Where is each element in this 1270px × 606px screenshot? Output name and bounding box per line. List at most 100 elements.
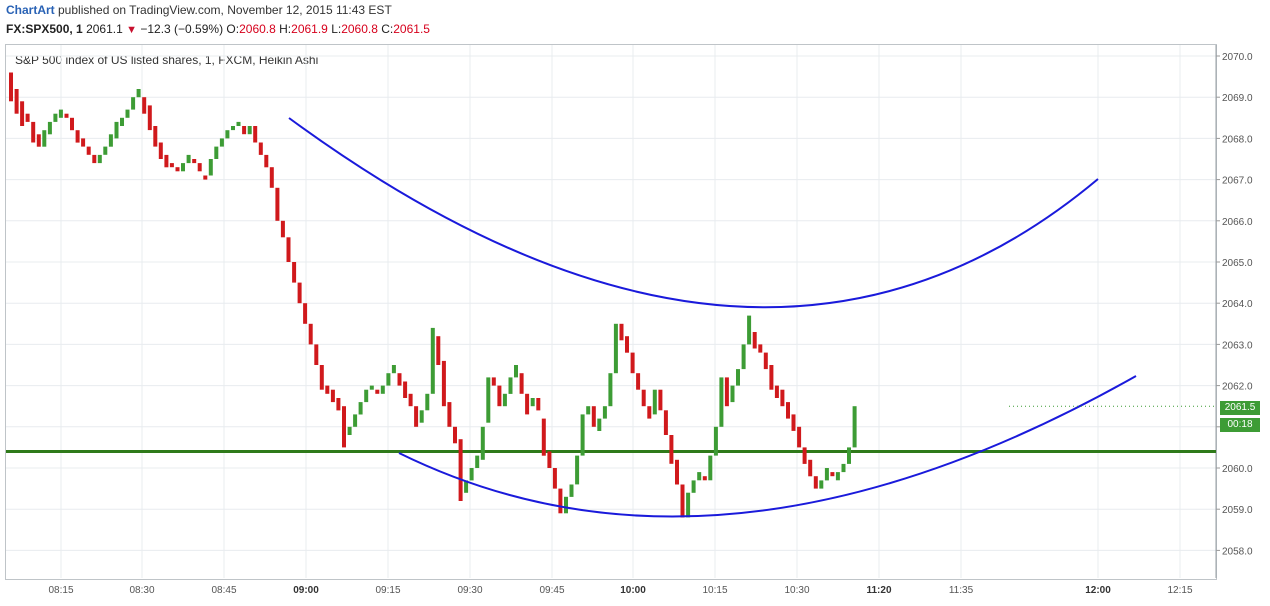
candle-bar: [253, 126, 258, 143]
candle-bar: [525, 393, 530, 415]
y-tick-label: 2060.0: [1222, 464, 1253, 475]
candle-bar: [203, 175, 208, 180]
last-price-badge: 2061.5: [1220, 401, 1260, 415]
candle-bar: [419, 410, 424, 423]
candle-bar: [314, 344, 319, 365]
candle-bar: [9, 72, 13, 102]
candle-bar: [575, 455, 580, 485]
candle-bar: [214, 146, 219, 159]
candle-bar: [231, 126, 235, 131]
candle-bar: [303, 303, 308, 324]
ohlc-line: FX:SPX500, 1 2061.1 ▼ −12.3 (−0.59%) O:2…: [6, 20, 430, 39]
candle-bar: [469, 468, 474, 481]
candle-bar: [75, 130, 80, 143]
candle-bar: [830, 472, 835, 477]
candle-bar: [242, 126, 247, 135]
candle-bar: [730, 385, 735, 403]
candle-bar: [186, 154, 191, 164]
candle-bar: [652, 389, 657, 415]
open-value: 2060.8: [239, 22, 276, 36]
candle-bar: [686, 492, 691, 518]
x-tick-label: 10:30: [784, 585, 809, 596]
candle-bar: [697, 472, 702, 481]
price-change: −12.3 (−0.59%): [140, 22, 224, 36]
candle-bar: [530, 398, 535, 407]
upper-arc: [288, 117, 1099, 309]
x-tick-label: 09:15: [375, 585, 400, 596]
candle-bar: [114, 121, 119, 139]
candle-bar: [663, 410, 668, 435]
candle-bar: [58, 109, 63, 118]
x-tick-label: 08:30: [129, 585, 154, 596]
candle-bar: [835, 472, 840, 481]
candle-bar: [514, 365, 518, 378]
candle-bar: [541, 418, 546, 456]
x-tick-label: 08:45: [211, 585, 236, 596]
high-value: 2061.9: [291, 22, 328, 36]
candle-bar: [669, 435, 674, 464]
candle-bar: [92, 154, 97, 164]
candle-bar: [741, 344, 746, 370]
y-tick-label: 2059.0: [1222, 505, 1253, 516]
candle-bar: [458, 439, 463, 501]
candle-bar: [158, 142, 163, 159]
candle-bar: [702, 476, 707, 481]
candle-bar: [464, 480, 469, 493]
candle-bar: [675, 459, 679, 485]
candle-bar: [258, 142, 263, 155]
candle-bar: [292, 262, 297, 283]
candle-bar: [630, 352, 635, 374]
candle-bar: [297, 282, 302, 304]
candle-bar: [552, 468, 557, 489]
y-tick-label: 2062.0: [1222, 382, 1253, 393]
x-tick-label: 09:45: [539, 585, 564, 596]
candle-bar: [20, 101, 25, 126]
candle-bar: [425, 393, 430, 411]
candle-bar: [330, 389, 335, 403]
y-tick-label: 2066.0: [1222, 217, 1253, 228]
y-tick-label: 2065.0: [1222, 258, 1253, 269]
x-tick-label: 10:00: [620, 585, 646, 596]
candle-bar: [208, 159, 213, 176]
candle-bar: [736, 369, 740, 386]
y-tick-label: 2069.0: [1222, 93, 1253, 104]
candle-bar: [353, 414, 358, 427]
candle-bar: [164, 154, 169, 168]
candle-bar: [97, 154, 102, 164]
candle-bar: [153, 126, 158, 147]
candle-bar: [480, 426, 485, 460]
candle-bar: [436, 336, 441, 365]
candle-bar: [414, 406, 419, 427]
candle-bar: [347, 426, 352, 435]
close-value: 2061.5: [393, 22, 430, 36]
candle-bar: [181, 163, 185, 172]
y-tick-label: 2067.0: [1222, 176, 1253, 187]
candle-bar: [724, 377, 729, 407]
candle-bar: [747, 315, 752, 345]
candle-bar: [403, 381, 408, 398]
candle-bar: [391, 365, 396, 374]
candle-bar: [336, 398, 341, 411]
x-tick-label: 11:20: [866, 585, 891, 596]
candle-bar: [708, 455, 713, 481]
candle-bar: [430, 327, 435, 394]
candle-bar: [358, 402, 363, 415]
brand-link[interactable]: ChartArt: [6, 3, 55, 17]
candle-bar: [758, 344, 763, 353]
candle-bar: [475, 455, 480, 468]
candle-bar: [192, 159, 197, 164]
candle-bar: [519, 373, 524, 394]
candle-bar: [219, 138, 224, 147]
candle-bar: [691, 480, 696, 493]
symbol-label[interactable]: FX:SPX500, 1: [6, 22, 83, 36]
candle-bar: [486, 377, 491, 423]
high-label: H:: [279, 22, 292, 36]
publish-info: ChartArt published on TradingView.com, N…: [6, 1, 392, 19]
candle-bar: [453, 426, 457, 444]
low-value: 2060.8: [341, 22, 378, 36]
x-tick-label: 12:00: [1085, 585, 1111, 596]
candle-bar: [658, 389, 663, 411]
down-arrow-icon: ▼: [126, 24, 137, 36]
candle-bar: [591, 406, 596, 427]
